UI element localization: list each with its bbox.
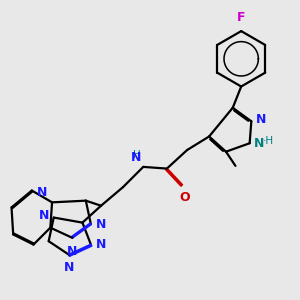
Text: N: N — [96, 218, 107, 231]
Text: N: N — [39, 209, 49, 222]
Text: N: N — [256, 113, 266, 126]
Text: O: O — [179, 191, 190, 204]
Text: N: N — [37, 186, 47, 199]
Text: N: N — [64, 261, 74, 274]
Text: F: F — [237, 11, 245, 24]
Text: ·H: ·H — [263, 136, 274, 146]
Text: N: N — [67, 244, 77, 258]
Text: H: H — [133, 150, 141, 160]
Text: N: N — [131, 151, 142, 164]
Text: N: N — [254, 137, 264, 150]
Text: N: N — [96, 238, 106, 251]
